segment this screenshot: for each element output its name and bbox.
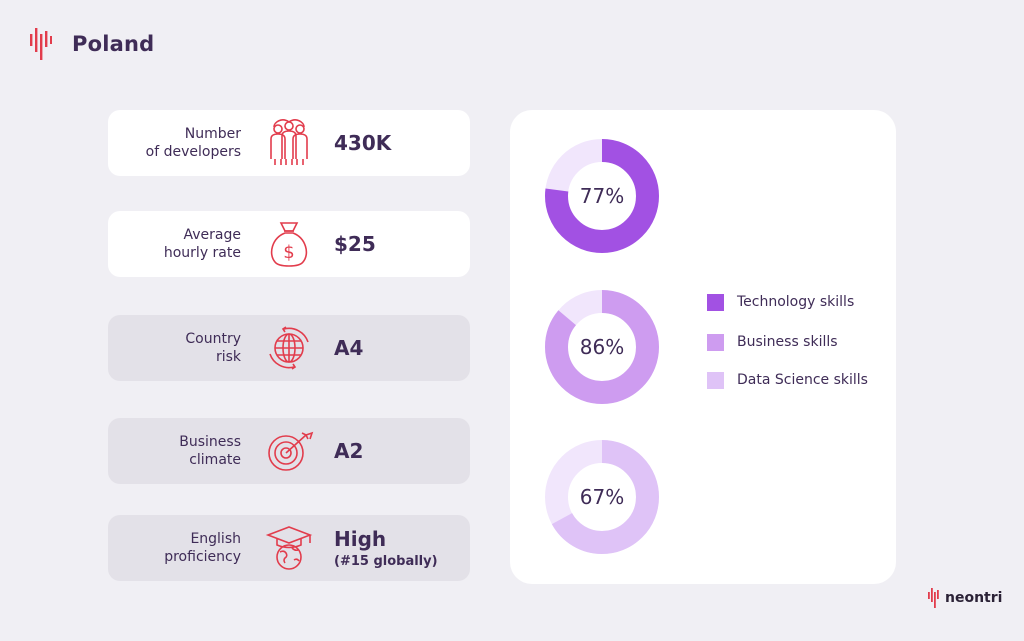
donut-charts: 77% 86% 67%	[545, 139, 659, 554]
developers-icon	[270, 119, 308, 165]
legend-swatch	[707, 293, 724, 311]
metric-value: A4	[334, 336, 364, 360]
legend-swatch	[707, 333, 724, 351]
donut-label-2: 67%	[580, 485, 624, 509]
page-header: Poland	[30, 28, 154, 60]
metric-card-country-risk: Country risk A4	[108, 315, 470, 381]
legend-item-technology: Technology skills	[707, 292, 868, 312]
legend-label: Business skills	[737, 334, 838, 350]
legend-label: Data Science skills	[737, 372, 868, 388]
graduation-globe-icon	[265, 526, 313, 570]
money-bag-icon: $	[270, 222, 308, 267]
brand-logo-icon	[928, 588, 939, 608]
metric-label: Average hourly rate	[163, 227, 241, 261]
legend-swatch	[707, 371, 724, 389]
footer-logo: neontri	[928, 588, 1002, 608]
metric-label: Number of developers	[145, 126, 241, 160]
brand-name: neontri	[945, 590, 1003, 606]
legend-item-data-science: Data Science skills	[707, 370, 868, 390]
chart-legend: Technology skills Business skills Data S…	[707, 292, 868, 410]
donut-arc-2	[545, 440, 659, 554]
metric-value: A2	[334, 439, 364, 463]
donut-arc-0	[545, 139, 659, 253]
metric-card-english: English proficiency High (#15 globally)	[108, 515, 470, 581]
metric-card-hourly-rate: Average hourly rate $ $25	[108, 211, 470, 277]
legend-item-business: Business skills	[707, 332, 868, 352]
page-title: Poland	[72, 32, 155, 56]
metric-value-sub: (#15 globally)	[334, 554, 438, 569]
metric-card-developers: Number of developers 430K	[108, 110, 470, 176]
chart-panel: 77% 86% 67% Technology skills Business ski…	[510, 110, 896, 584]
svg-text:$: $	[283, 242, 294, 263]
metric-value: High (#15 globally)	[334, 527, 438, 569]
metric-label: Country risk	[185, 331, 241, 365]
brand-logo-icon	[30, 28, 52, 60]
metric-label: Business climate	[179, 434, 241, 468]
metric-label: English proficiency	[164, 531, 241, 565]
legend-label: Technology skills	[737, 294, 855, 310]
globe-icon	[269, 326, 309, 370]
donut-arc-1	[545, 290, 659, 404]
donut-label-1: 86%	[580, 335, 624, 359]
target-icon	[268, 431, 314, 471]
donut-label-0: 77%	[580, 184, 624, 208]
metric-card-business-climate: Business climate A2	[108, 418, 470, 484]
metric-value: 430K	[334, 131, 392, 155]
metric-value: $25	[334, 232, 376, 256]
